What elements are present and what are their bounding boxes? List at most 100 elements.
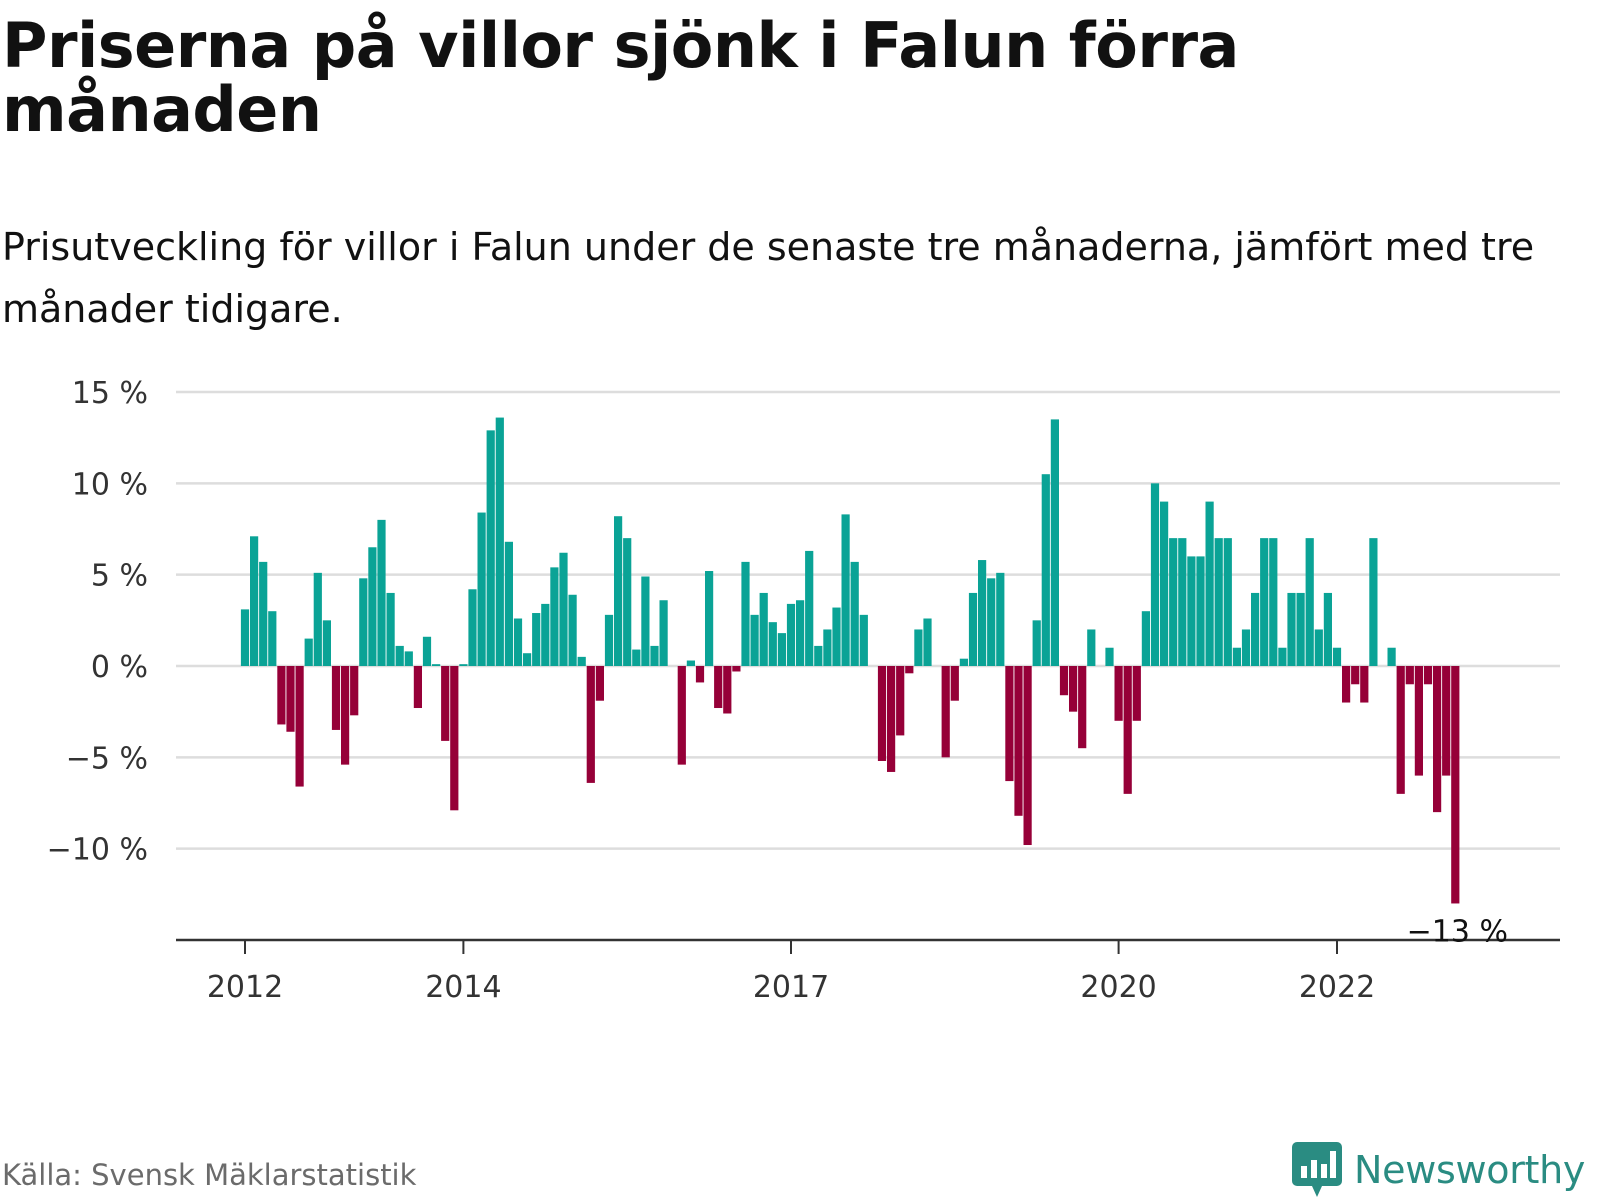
bar (978, 560, 987, 666)
bar (823, 629, 832, 666)
y-tick-label: 0 % (91, 650, 148, 685)
bar (532, 613, 541, 666)
bar (1423, 666, 1433, 685)
bar-chart: 15 % 10 % 5 % 0 % −5 % −10 % 2012 2014 2017 2020… (47, 376, 1560, 1005)
bar (695, 666, 705, 683)
bar (1305, 538, 1314, 666)
bar (1041, 474, 1050, 666)
bar (1442, 666, 1451, 776)
bar (1351, 666, 1360, 685)
bar (413, 666, 422, 709)
bar (523, 653, 532, 666)
chart-title: Priserna på villor sjönk i Falun förra m… (2, 9, 1239, 146)
bar (368, 547, 377, 666)
bar (614, 516, 623, 666)
bar (250, 536, 259, 666)
bar (1396, 666, 1405, 794)
bar (968, 592, 978, 666)
bar (987, 578, 996, 666)
bar (1078, 666, 1087, 749)
bar (959, 658, 968, 666)
bar (350, 666, 359, 716)
bar (1114, 666, 1123, 721)
bar (259, 561, 268, 666)
bar (322, 620, 331, 666)
bar (1032, 620, 1041, 666)
bar (450, 666, 459, 811)
bar (1241, 629, 1251, 666)
bar (923, 618, 932, 666)
y-tick-label: 5 % (91, 559, 148, 594)
y-tick-label: 15 % (72, 376, 148, 411)
bar (741, 561, 750, 666)
bar (1141, 611, 1150, 666)
brand-logo: Newsworthy (1292, 1142, 1585, 1198)
bar (395, 645, 404, 666)
bar (1132, 666, 1141, 721)
bar (240, 609, 250, 666)
bar (1214, 538, 1223, 666)
y-tick-label: −5 % (66, 741, 148, 776)
bar (1387, 647, 1396, 666)
bar (1405, 666, 1414, 685)
bar (841, 514, 850, 666)
x-tick-label: 2022 (1299, 970, 1375, 1005)
bar (623, 538, 632, 666)
bar (268, 611, 277, 666)
bar (386, 592, 395, 666)
bar (705, 571, 714, 666)
y-tick-label: −10 % (47, 833, 148, 868)
bar (650, 645, 659, 666)
bar (359, 578, 368, 666)
newsworthy-logo-icon (1292, 1142, 1342, 1197)
x-tick-label: 2014 (425, 970, 501, 1005)
bar (286, 666, 295, 732)
bar (1223, 538, 1232, 666)
bar (832, 607, 841, 666)
bar (750, 614, 759, 666)
bar (1196, 556, 1205, 666)
bar (1232, 647, 1241, 666)
bar (495, 417, 504, 666)
bar (1023, 666, 1032, 846)
bar (777, 633, 786, 666)
bar (1287, 592, 1296, 666)
bar (814, 645, 823, 666)
bar (1160, 501, 1169, 666)
x-tick-label: 2012 (207, 970, 283, 1005)
bar (550, 567, 559, 666)
bar (1178, 538, 1187, 666)
x-tick-label: 2017 (753, 970, 829, 1005)
bar (1260, 538, 1269, 666)
bar (377, 519, 386, 666)
x-tick-label: 2020 (1080, 970, 1156, 1005)
bar (796, 600, 805, 666)
bar (559, 552, 568, 666)
source-note: Källa: Svensk Mäklarstatistik (2, 1158, 417, 1192)
bar (1278, 647, 1287, 666)
bar (422, 636, 432, 666)
bar (768, 622, 777, 666)
bar (459, 664, 468, 666)
bar (1251, 592, 1260, 666)
bar (714, 666, 723, 709)
bar (313, 572, 322, 666)
bar (641, 576, 650, 666)
bar (1451, 666, 1460, 904)
bar (1360, 666, 1369, 703)
bar (577, 656, 586, 666)
bar (1187, 556, 1196, 666)
bar (950, 666, 959, 701)
bar (568, 594, 577, 666)
bar (859, 614, 868, 666)
bar (513, 618, 523, 666)
bar (1005, 666, 1014, 782)
bar (659, 600, 668, 666)
bar (805, 550, 814, 666)
bar (850, 561, 859, 666)
bar (1014, 666, 1023, 816)
bar (432, 664, 441, 666)
bar (331, 666, 341, 730)
bar (1105, 647, 1114, 666)
bar (1332, 647, 1342, 666)
